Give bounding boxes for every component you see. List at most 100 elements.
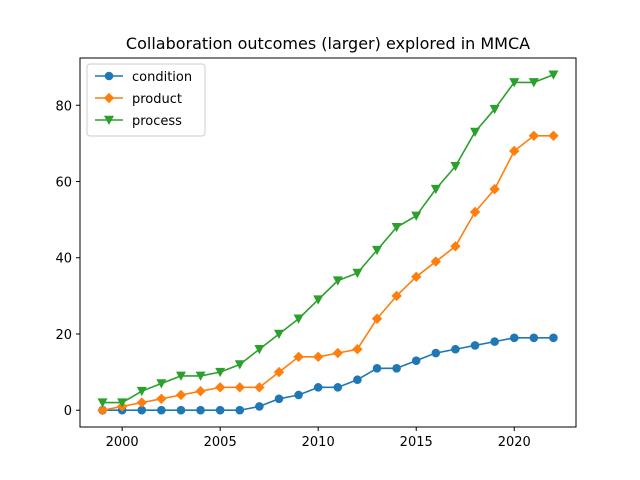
data-point-process: [293, 314, 304, 324]
data-point-product: [97, 405, 108, 416]
legend-box: [86, 63, 206, 137]
data-point-condition: [529, 333, 539, 343]
x-tick-label: 2015: [400, 435, 433, 450]
y-tick-label: 80: [55, 99, 72, 114]
data-point-condition: [294, 390, 303, 400]
axes: 2000 2005 2010 2015 2020 0 20 40 60 80: [55, 57, 577, 450]
data-point-product: [234, 382, 245, 393]
data-point-condition: [157, 405, 166, 415]
legend-item-condition: condition: [95, 70, 192, 85]
data-point-process: [372, 245, 383, 256]
data-point-product: [528, 130, 540, 141]
y-tick-label: 40: [55, 252, 72, 267]
y-tick-label: 60: [55, 176, 72, 191]
data-point-process: [411, 211, 422, 221]
data-point-product: [371, 313, 383, 324]
data-point-product: [489, 183, 500, 195]
x-tick-label: 2000: [106, 435, 139, 450]
data-point-condition: [176, 405, 186, 415]
data-point-process: [489, 104, 500, 115]
data-point-process: [136, 386, 147, 397]
data-point-condition: [353, 375, 362, 385]
data-point-process: [470, 127, 481, 137]
data-point-process: [195, 371, 206, 381]
data-point-process: [430, 184, 441, 195]
plot-frame: [79, 57, 577, 428]
data-point-process: [313, 295, 324, 305]
data-point-product: [195, 385, 206, 397]
data-point-process: [215, 367, 226, 378]
legend-label-process: process: [132, 114, 182, 129]
x-tick-label: 2010: [302, 435, 335, 450]
legend-label-product: product: [132, 92, 182, 107]
legend-marker-product: [103, 92, 115, 104]
series-group: [97, 70, 559, 416]
data-point-process: [352, 268, 363, 278]
data-point-condition: [431, 348, 441, 358]
series-line-condition: [102, 336, 554, 412]
legend: condition product process: [86, 63, 206, 137]
data-point-product: [273, 366, 285, 378]
data-point-process: [273, 329, 284, 339]
data-point-product: [450, 241, 461, 252]
legend-marker-condition: [104, 71, 114, 81]
data-point-condition: [215, 405, 225, 415]
data-point-condition: [470, 341, 480, 350]
data-point-process: [175, 371, 186, 381]
data-point-process: [97, 398, 108, 408]
data-point-condition: [451, 344, 460, 354]
data-point-product: [548, 130, 559, 141]
chart-title: Collaboration outcomes (larger) explored…: [126, 34, 530, 53]
data-point-condition: [235, 405, 245, 415]
series-condition: [98, 333, 558, 415]
data-point-condition: [392, 363, 401, 373]
data-point-condition: [313, 383, 323, 392]
data-point-condition: [333, 383, 343, 392]
series-product: [97, 130, 559, 416]
data-point-process: [391, 223, 402, 233]
data-point-process: [332, 276, 343, 286]
data-point-process: [450, 162, 461, 172]
data-point-process: [509, 78, 520, 88]
data-point-product: [332, 347, 344, 359]
data-point-condition: [372, 363, 382, 373]
data-point-product: [214, 382, 226, 393]
data-point-product: [352, 344, 363, 355]
data-point-product: [254, 382, 265, 393]
data-point-condition: [137, 405, 147, 415]
data-point-condition: [509, 333, 519, 343]
data-point-condition: [255, 402, 264, 411]
series-process: [97, 70, 559, 408]
series-line-product: [102, 134, 554, 412]
legend-item-process: process: [95, 114, 182, 129]
data-point-product: [391, 290, 402, 302]
data-point-process: [156, 379, 167, 389]
data-point-product: [312, 351, 324, 363]
data-point-product: [509, 145, 520, 157]
legend-marker-process: [104, 115, 114, 125]
data-point-product: [136, 397, 147, 408]
legend-label-condition: condition: [132, 70, 192, 85]
y-tick-label: 20: [55, 328, 72, 343]
data-point-condition: [274, 394, 284, 404]
data-point-process: [117, 398, 128, 408]
data-point-condition: [196, 405, 205, 415]
data-point-condition: [411, 356, 421, 365]
data-point-product: [156, 393, 167, 404]
data-point-process: [234, 360, 245, 370]
data-point-condition: [490, 337, 499, 346]
data-point-process: [548, 70, 559, 80]
data-point-product: [293, 351, 304, 363]
x-tick-label: 2005: [204, 435, 237, 450]
data-point-process: [254, 344, 265, 355]
data-point-product: [411, 271, 422, 283]
x-tick-label: 2020: [498, 435, 531, 450]
legend-item-product: product: [95, 92, 182, 107]
data-point-condition: [549, 333, 558, 343]
data-point-product: [469, 206, 481, 218]
data-point-process: [528, 78, 539, 88]
data-point-product: [430, 256, 442, 267]
data-point-product: [175, 389, 187, 401]
